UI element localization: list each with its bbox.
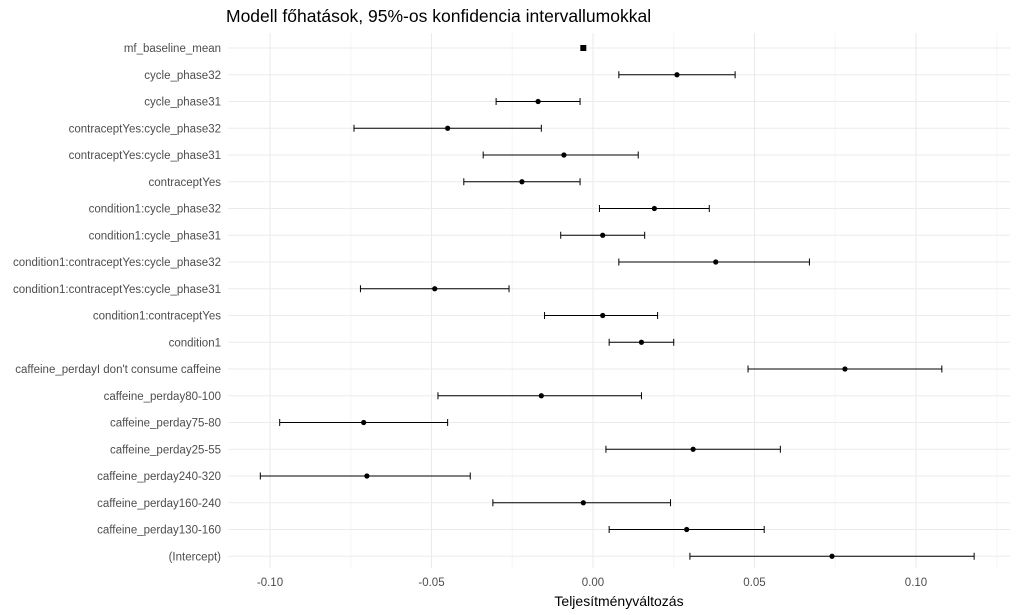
point-estimates [361, 45, 848, 559]
y-tick-label: contraceptYes [149, 177, 222, 189]
y-tick-label: caffeine_perday130-160 [97, 525, 221, 537]
x-tick-label: -0.10 [257, 577, 283, 589]
error-bars [259, 45, 975, 560]
x-tick-label: 0.10 [905, 577, 927, 589]
grid-lines [228, 33, 1010, 568]
x-axis-title: Teljesítményváltozás [554, 593, 683, 609]
point-estimate [600, 232, 606, 238]
point-estimate [535, 98, 541, 105]
point-estimate [580, 45, 586, 51]
y-tick-label: condition1:cycle_phase32 [89, 204, 221, 216]
point-estimate [600, 312, 606, 319]
point-estimate [580, 500, 586, 506]
y-tick-label: contraceptYes:cycle_phase32 [69, 123, 221, 135]
point-estimate [674, 72, 680, 78]
point-estimate [638, 339, 645, 345]
x-tick-label: -0.05 [418, 577, 444, 589]
y-tick-label: (Intercept) [169, 551, 222, 563]
y-tick-label: condition1:contraceptYes:cycle_phase32 [13, 257, 221, 269]
point-estimate [713, 259, 719, 265]
point-estimate [519, 179, 525, 185]
point-estimate [690, 446, 696, 452]
y-axis-tick-labels: mf_baseline_mean cycle_phase32 cycle_phase… [13, 43, 221, 563]
point-estimate [538, 393, 544, 399]
y-tick-label: condition1:contraceptYes:cycle_phase31 [13, 284, 221, 296]
y-tick-label: caffeine_perday160-240 [97, 498, 221, 510]
y-tick-label: contraceptYes:cycle_phase31 [69, 150, 221, 162]
point-estimate [651, 205, 657, 212]
y-tick-label: cycle_phase31 [144, 97, 221, 109]
point-estimate [684, 526, 690, 533]
y-tick-label: caffeine_perday25-55 [110, 444, 221, 456]
y-tick-label: caffeine_perday75-80 [110, 418, 221, 430]
point-estimate [364, 473, 370, 479]
point-estimate [432, 286, 438, 292]
point-estimate [829, 553, 835, 559]
y-tick-label: condition1 [169, 337, 221, 349]
y-tick-label: condition1:cycle_phase31 [89, 230, 221, 242]
point-estimate [445, 125, 451, 131]
point-estimate [561, 152, 567, 158]
y-tick-label: mf_baseline_mean [124, 43, 221, 55]
x-tick-label: 0.00 [582, 577, 604, 589]
x-tick-label: 0.05 [743, 577, 765, 589]
y-tick-label: caffeine_perdayI don't consume caffeine [15, 364, 221, 376]
y-tick-label: caffeine_perday80-100 [104, 391, 221, 403]
x-axis-tick-labels: -0.10 -0.05 0.00 0.05 0.10 [257, 577, 927, 589]
y-tick-label: cycle_phase32 [144, 70, 221, 82]
point-estimate [842, 366, 848, 372]
point-estimate [361, 419, 367, 426]
y-tick-label: condition1:contraceptYes [93, 311, 221, 323]
y-tick-label: caffeine_perday240-320 [97, 471, 221, 483]
chart-title: Modell főhatások, 95%-os konfidencia int… [226, 6, 652, 26]
